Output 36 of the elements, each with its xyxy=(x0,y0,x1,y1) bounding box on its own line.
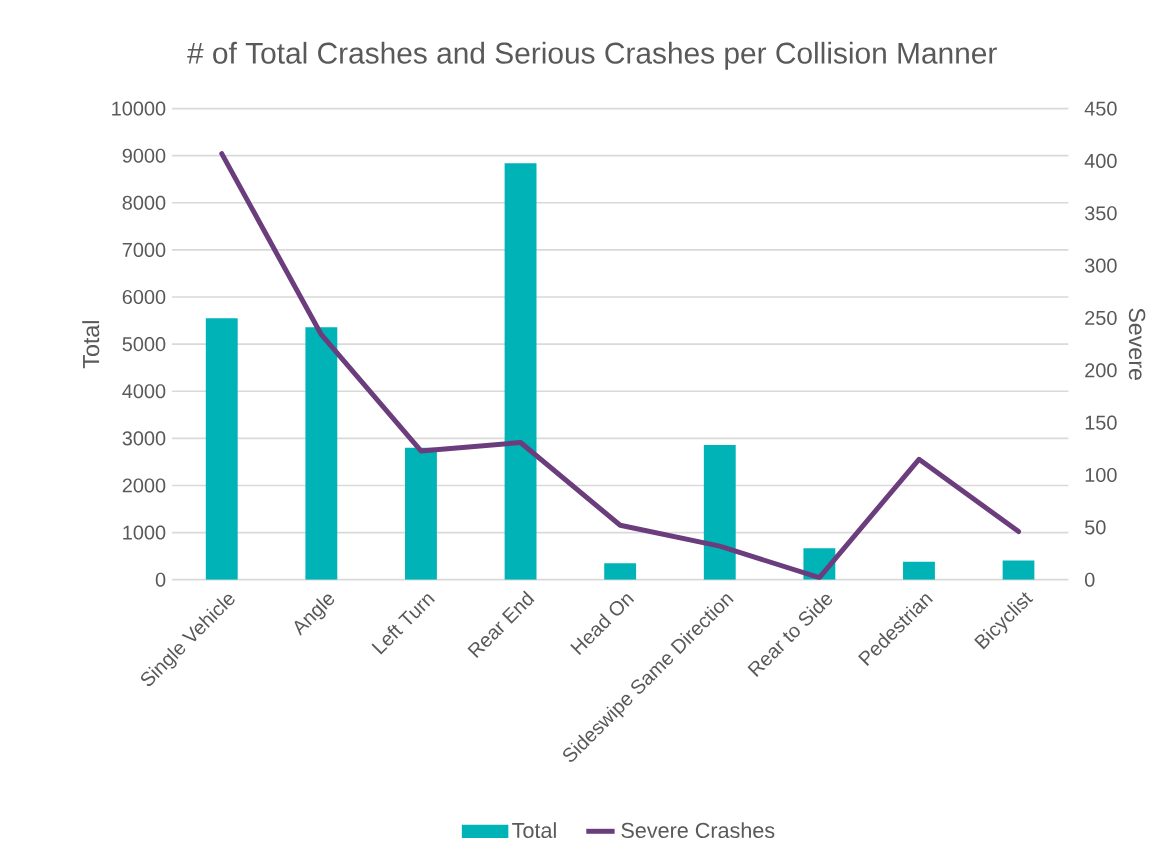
y2-tick-label: 250 xyxy=(1085,311,1117,326)
bar xyxy=(305,327,338,580)
bar xyxy=(205,318,238,580)
y-tick-label: 8000 xyxy=(122,195,166,210)
y2-tick-label: 100 xyxy=(1085,468,1117,483)
bar xyxy=(1002,560,1035,580)
line-series xyxy=(219,151,1022,580)
y2-tick-label: 50 xyxy=(1085,520,1106,535)
legend-label: Total xyxy=(512,822,556,839)
y2-tick-label: 200 xyxy=(1085,363,1117,378)
y2-tick-label: 400 xyxy=(1084,154,1117,169)
y-tick-label: 0 xyxy=(155,572,166,587)
y2-tick-label: 0 xyxy=(1084,572,1095,587)
y-axis-title: Total xyxy=(82,321,100,369)
y-tick-label: 6000 xyxy=(122,290,166,305)
bar xyxy=(604,563,637,580)
bar xyxy=(504,163,537,580)
y2-tick-label: 350 xyxy=(1084,206,1117,221)
y-tick-label: 9000 xyxy=(122,148,166,163)
y-tick-label: 10000 xyxy=(112,101,166,116)
y2-axis-title: Severe xyxy=(1128,308,1146,381)
bar xyxy=(703,445,736,580)
y-tick-label: 5000 xyxy=(122,337,166,352)
chart-title: # of Total Crashes and Serious Crashes per Collision Manner xyxy=(187,42,997,70)
bar xyxy=(903,561,935,580)
y-tick-label: 7000 xyxy=(122,243,166,258)
y2-tick-label: 300 xyxy=(1084,258,1117,273)
y2-tick-label: 150 xyxy=(1085,415,1117,430)
y-tick-label: 3000 xyxy=(122,431,166,446)
y-tick-label: 2000 xyxy=(122,478,166,493)
y-tick-label: 4000 xyxy=(122,384,166,399)
y-tick-label: 1000 xyxy=(123,525,166,540)
bar xyxy=(405,447,437,580)
x-tick-label: Left Turn xyxy=(371,594,435,655)
y2-tick-label: 450 xyxy=(1084,101,1117,116)
legend-label: Severe Crashes xyxy=(621,822,775,839)
